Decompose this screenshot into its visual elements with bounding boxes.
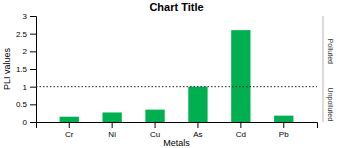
y-tick-label: 1 [23,83,28,92]
title: Chart Title [149,1,203,13]
y-tick-mark [30,122,36,123]
y-axis: 0 0.5 1 1.5 2 2.5 3 [16,12,37,127]
y-axis-title: PLI values [2,47,12,90]
y-tick: 0 [23,118,36,127]
region-separator [323,16,324,87]
y-tick: 0.5 [16,100,36,109]
region-label: Unpolluted [326,88,334,122]
x-tick-label: Cu [150,130,160,139]
x-tick-label: Ni [108,130,116,139]
x-tick-mark [197,122,198,128]
y-tick-mark [30,69,36,70]
y-tick: 3 [23,12,36,21]
y-tick-label: 1.5 [16,65,28,74]
x-tick: Cu [150,122,160,139]
x-tick-mark [112,122,113,128]
x-axis-line [37,123,318,129]
bar [188,87,207,122]
y-tick-mark [30,34,36,35]
bar [231,30,250,122]
y-tick: 2.5 [16,30,36,39]
x-tick: Cr [65,122,74,139]
plot: 0 0.5 1 1.5 2 2.5 3 Cr Ni Cu As Cd Pb Polluted Unpollu… [16,12,334,139]
x-axis: Cr Ni Cu As Cd Pb [37,122,318,139]
x-tick-mark [283,122,284,128]
y-tick: 1 [23,83,36,92]
x-tick: Ni [108,122,116,139]
region-label: Polluted [327,39,334,64]
x-tick: Cd [236,122,246,139]
bars [36,30,317,122]
x-tick-label: As [193,130,202,139]
y-tick-mark [30,104,36,105]
y-tick: 1.5 [16,65,36,74]
chart: 0 0.5 1 1.5 2 2.5 3 Cr Ni Cu As Cd Pb Polluted Unpollu… [0,0,341,148]
y-tick-label: 2.5 [16,30,28,39]
bar [145,110,164,122]
x-tick: As [193,122,202,139]
x-tick: Pb [279,122,289,139]
y-tick-label: 2 [23,47,28,56]
x-tick-mark [69,122,70,128]
x-tick-label: Cr [65,130,74,139]
bar [102,112,121,122]
bar [274,116,293,122]
x-tick-label: Pb [279,130,289,139]
x-tick-mark [155,122,156,128]
x-axis-title: Metals [163,138,190,148]
y-tick-label: 3 [23,12,28,21]
y-tick-mark [30,16,36,17]
y-tick-label: 0 [23,118,28,127]
y-tick-mark [30,51,36,52]
y-tick: 2 [23,47,36,56]
x-tick-label: Cd [236,130,246,139]
y-tick-label: 0.5 [16,100,28,109]
x-tick-mark [240,122,241,128]
bar [60,117,79,122]
y-tick-mark [30,87,36,88]
reference-line [36,86,317,87]
region-separator [323,87,324,122]
y-axis-line [30,17,37,123]
